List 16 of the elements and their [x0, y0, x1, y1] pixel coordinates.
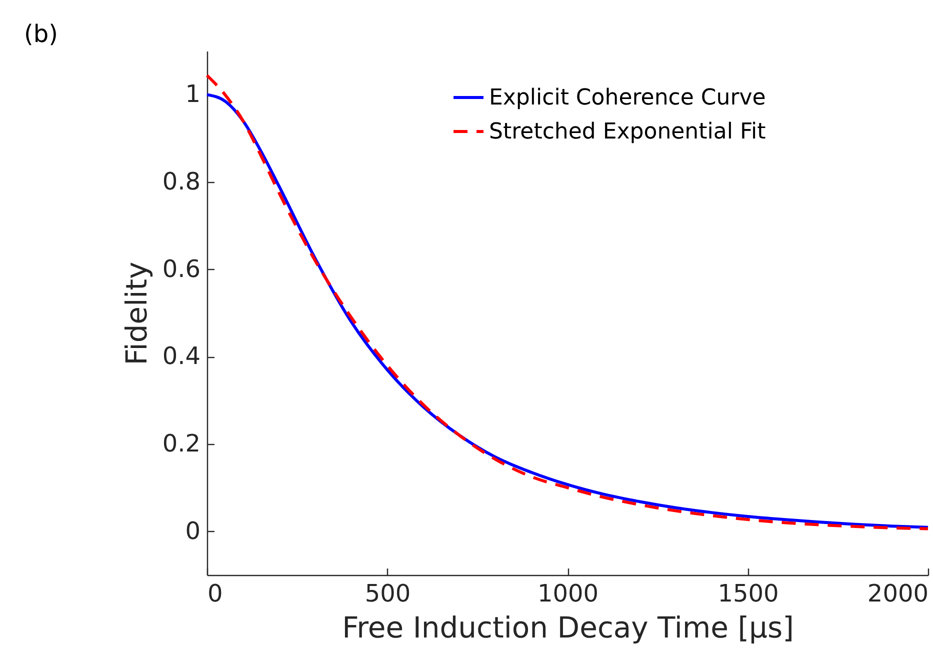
x-tick-label: 500: [364, 580, 411, 608]
y-tick-label: 0.6: [162, 254, 200, 283]
x-tick-label: 1000: [537, 580, 599, 608]
y-tick-label: 0: [185, 516, 200, 545]
x-axis-title: Free Induction Decay Time [μs]: [342, 610, 794, 644]
y-tick-label: 0.4: [162, 342, 200, 370]
y-tick-label: 0.8: [162, 168, 200, 196]
y-tick-label: 0.2: [162, 430, 200, 458]
legend-label: Explicit Coherence Curve: [489, 86, 766, 110]
x-tick-label: 0: [208, 580, 223, 608]
y-axis-title: Fidelity: [119, 262, 154, 366]
text: (b): [24, 20, 58, 48]
y-tick-label: 1: [185, 80, 200, 108]
x-tick-label: 1500: [718, 580, 779, 608]
legend-label: Stretched Exponential Fit: [489, 120, 766, 144]
x-tick-label: 2000: [867, 580, 928, 608]
